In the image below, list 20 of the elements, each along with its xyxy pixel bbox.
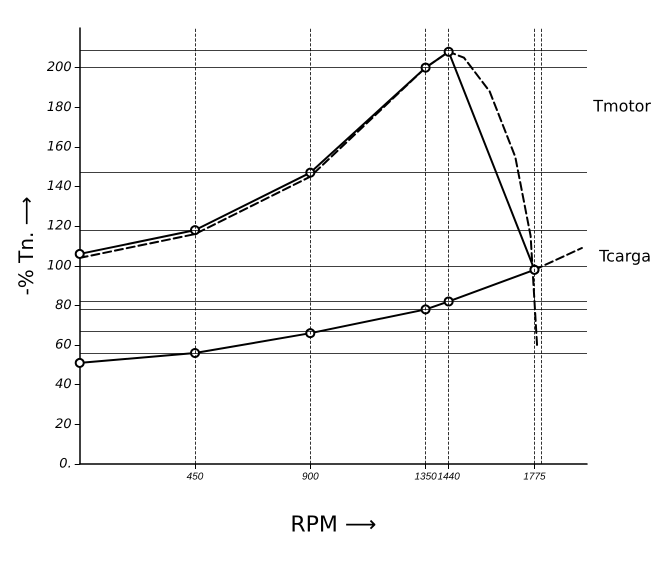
y-tick-label: 180 <box>46 100 72 115</box>
x-tick-label: 450 <box>186 472 204 482</box>
text: Tcarga <box>598 246 652 266</box>
y-axis-title: -% Tn. ⟶ <box>14 196 38 296</box>
x-tick-label: 1350 <box>414 472 438 482</box>
y-tick-label: 200 <box>46 60 72 76</box>
y-tick-label: 80 <box>55 298 72 313</box>
x-axis-title: RPM ⟶ <box>290 512 376 538</box>
y-tick-label: 60 <box>55 338 72 353</box>
y-tick-label: 0. <box>59 456 72 472</box>
x-tick-label: 900 <box>302 472 320 482</box>
y-tick-label: 140 <box>46 179 72 194</box>
y-tick-label: 160 <box>46 139 72 154</box>
x-tick-label: 1440 <box>438 472 460 482</box>
text: Tmotor <box>592 96 652 116</box>
y-tick-label: 100 <box>46 258 72 274</box>
x-tick-label: 1775 <box>523 472 546 482</box>
y-tick-label: 120 <box>46 218 72 234</box>
y-tick-label: 40 <box>55 377 72 392</box>
y-tick-label: 20 <box>55 416 72 432</box>
